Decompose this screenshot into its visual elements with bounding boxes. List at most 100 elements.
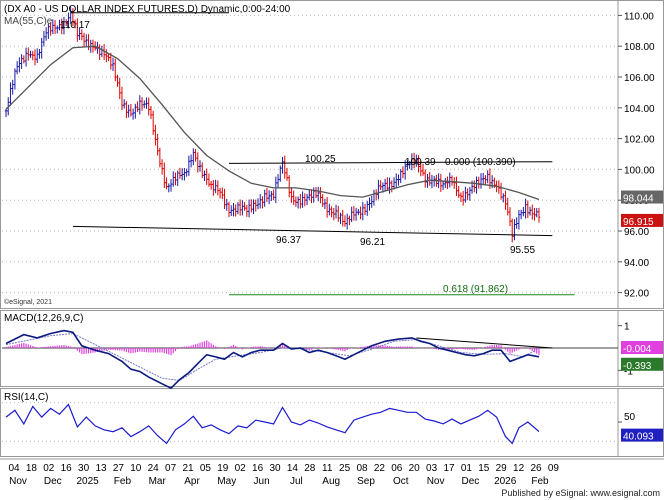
- price-bar: [370, 195, 373, 208]
- x-group-label: Aug: [322, 476, 340, 487]
- price-bar: [403, 160, 407, 180]
- price-bar: [201, 162, 204, 179]
- price-bar: [359, 206, 362, 220]
- price-bar: [138, 95, 141, 115]
- price-bar: [448, 172, 451, 188]
- price-bar: [209, 180, 213, 190]
- x-group-label: Jun: [254, 476, 270, 487]
- x-tick-label: 18: [26, 463, 38, 474]
- price-bar: [357, 208, 360, 216]
- price-bar: [221, 187, 224, 200]
- price-tick-label: 92.00: [624, 289, 649, 300]
- price-bar: [180, 168, 184, 181]
- price-bar: [116, 74, 119, 87]
- price-bar: [372, 189, 376, 206]
- level-annotation: 100.39: [405, 157, 436, 168]
- macd-hist-badge: -0.004: [623, 344, 652, 355]
- price-tick-label: 104.00: [624, 104, 655, 115]
- price-bar: [444, 177, 447, 188]
- price-bar: [127, 104, 130, 118]
- price-bar: [122, 99, 126, 109]
- price-bar: [176, 170, 179, 186]
- price-bar: [386, 177, 389, 191]
- price-bar: [392, 177, 396, 190]
- x-tick-label: 29: [496, 463, 508, 474]
- x-group-label: Feb: [531, 476, 549, 487]
- x-tick-label: 26: [530, 463, 542, 474]
- x-tick-label: 06: [391, 463, 403, 474]
- price-bar: [24, 47, 28, 67]
- price-bar: [383, 178, 387, 191]
- price-bar: [73, 19, 77, 29]
- ma-value-badge: 98.044: [623, 194, 654, 205]
- price-bar: [145, 97, 148, 109]
- x-group-label: Jul: [290, 476, 303, 487]
- publisher-footer: Published by eSignal: www.esignal.com: [501, 488, 660, 498]
- price-bar: [281, 156, 284, 174]
- price-bar: [196, 152, 199, 173]
- price-bar: [475, 176, 478, 194]
- ma-legend: MA(55,C)e: [4, 16, 53, 27]
- price-bar: [214, 179, 217, 194]
- price-bar: [446, 176, 449, 189]
- x-tick-label: 22: [374, 463, 386, 474]
- price-bar: [149, 105, 153, 119]
- rsi-panel: [0, 388, 664, 457]
- price-bar: [261, 196, 264, 209]
- price-bar: [13, 68, 17, 90]
- x-tick-label: 24: [148, 463, 160, 474]
- price-bar: [424, 169, 427, 188]
- price-bar: [325, 197, 329, 218]
- price-bar: [236, 202, 240, 215]
- price-bar: [397, 174, 400, 186]
- price-bar: [502, 193, 505, 203]
- x-group-label: Dec: [462, 476, 480, 487]
- resistance-100-line: [228, 161, 553, 164]
- price-bar: [459, 192, 463, 203]
- x-tick-label: 30: [78, 463, 90, 474]
- price-bar: [227, 201, 231, 218]
- level-annotation: 100.25: [305, 154, 336, 165]
- price-bar: [479, 173, 483, 189]
- macd-legend: MACD(12,26,9,C): [4, 313, 83, 324]
- price-bar: [160, 159, 164, 175]
- x-group-label: Dec: [44, 476, 62, 487]
- price-bar: [352, 206, 356, 221]
- price-bar: [321, 194, 324, 207]
- price-bar: [42, 30, 46, 47]
- price-bar: [250, 199, 253, 213]
- price-bar: [319, 187, 322, 204]
- rsi-line: [5, 403, 540, 445]
- price-bar: [294, 196, 298, 207]
- price-bar: [38, 49, 41, 59]
- macd-tick-label: -1: [624, 366, 633, 377]
- price-bar: [515, 217, 518, 229]
- price-bar: [461, 190, 465, 206]
- price-bar: [9, 82, 12, 107]
- copyright-note: ©eSignal, 2021: [4, 298, 52, 306]
- indicator-lines: [5, 45, 540, 445]
- price-bar: [259, 193, 262, 209]
- x-tick-label: 14: [287, 463, 299, 474]
- price-bar: [421, 165, 425, 176]
- price-bar: [455, 176, 458, 197]
- price-bar: [154, 124, 157, 146]
- last-price-badge: 96.915: [623, 217, 654, 228]
- rsi-value-badge-bg: [621, 428, 663, 442]
- macd-trendline: [416, 337, 553, 349]
- price-bar: [430, 174, 434, 189]
- x-tick-label: 25: [339, 463, 351, 474]
- price-bar: [51, 19, 55, 34]
- price-tick-label: 106.00: [624, 73, 655, 84]
- price-bar: [473, 180, 476, 193]
- price-bar: [388, 177, 391, 194]
- price-bar: [453, 177, 456, 189]
- price-bar: [299, 193, 302, 209]
- price-bar: [263, 189, 266, 207]
- price-bar: [524, 198, 527, 219]
- x-group-label: Apr: [184, 476, 200, 487]
- price-bar: [441, 181, 445, 190]
- price-bar: [172, 171, 175, 187]
- price-bar: [350, 206, 353, 223]
- x-tick-label: 11: [322, 463, 333, 474]
